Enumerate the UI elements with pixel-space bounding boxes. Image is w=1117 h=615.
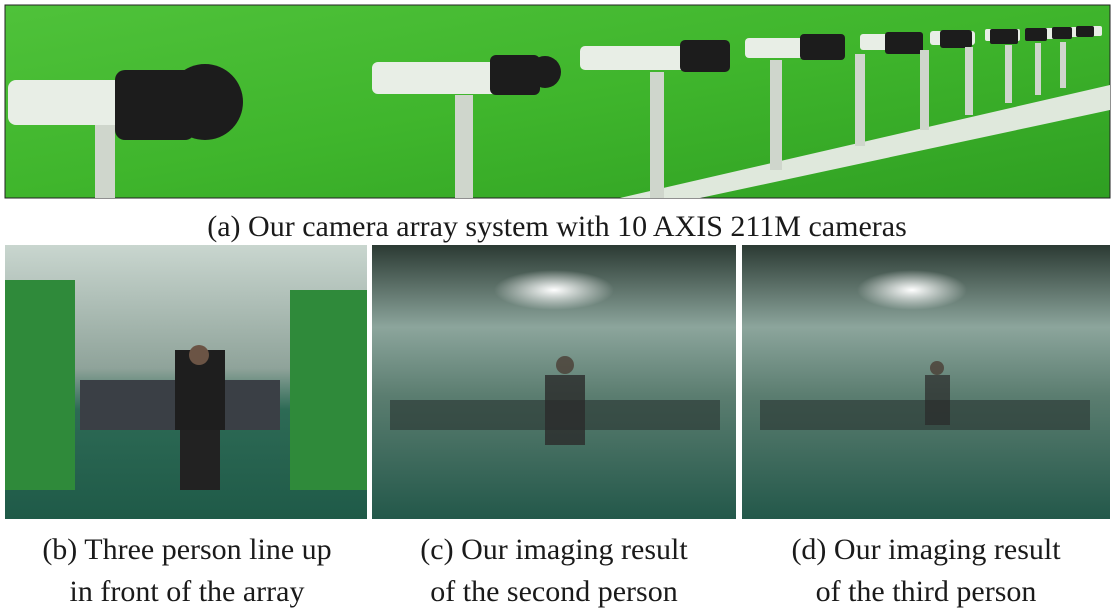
photo-b bbox=[5, 245, 367, 519]
photo-c bbox=[372, 245, 736, 519]
photo-d bbox=[742, 245, 1110, 519]
caption: in front of the array bbox=[70, 575, 305, 608]
caption: of the second person bbox=[430, 575, 677, 608]
caption: (c) Our imaging result bbox=[420, 533, 688, 566]
caption: (b) Three person line up bbox=[42, 533, 331, 566]
photo-a bbox=[4, 4, 1111, 199]
caption: (d) Our imaging result bbox=[791, 533, 1061, 566]
caption: of the third person bbox=[816, 575, 1037, 608]
caption: (a) Our camera array system with 10 AXIS… bbox=[207, 210, 907, 243]
